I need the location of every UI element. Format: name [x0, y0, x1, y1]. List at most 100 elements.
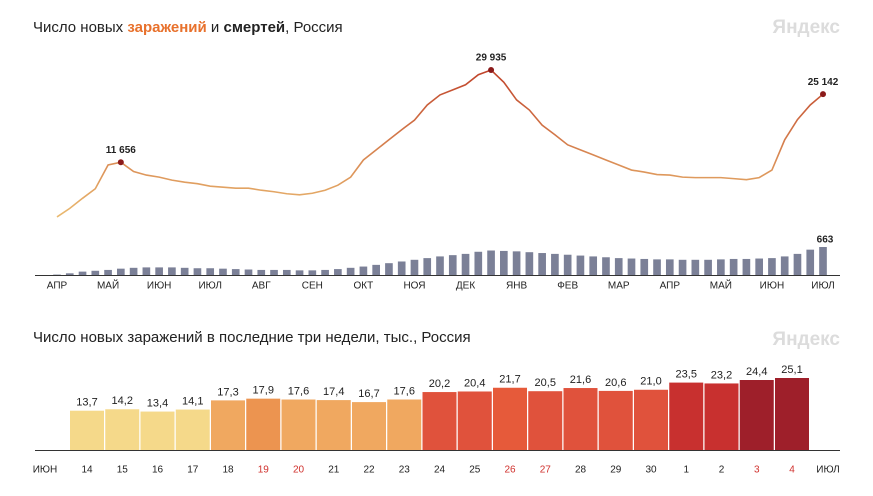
data-label: 21,0 [640, 376, 661, 388]
death-bar [308, 270, 317, 275]
data-label: 24,4 [746, 366, 767, 378]
data-label: 25 142 [808, 77, 839, 88]
x-tick-label: 17 [187, 465, 199, 476]
death-bar [525, 252, 534, 275]
x-tick-label: ИЮН [760, 281, 785, 292]
bar [387, 399, 422, 450]
death-bar [729, 258, 738, 275]
x-tick-label: НОЯ [403, 281, 425, 292]
x-tick-label: 30 [645, 465, 657, 476]
x-tick-label: СЕН [302, 281, 323, 292]
death-bar [206, 268, 215, 275]
bar [739, 380, 774, 450]
death-bar [219, 268, 227, 275]
x-tick-label: 28 [575, 465, 587, 476]
x-tick-label: АПР [47, 281, 68, 292]
x-tick-label: 2 [719, 465, 725, 476]
death-bar [627, 258, 636, 275]
x-tick-label: 1 [683, 465, 689, 476]
x-tick-label: 29 [610, 465, 622, 476]
death-bar [512, 251, 521, 275]
death-bar [474, 251, 483, 275]
x-tick-label: 19 [258, 465, 270, 476]
data-label: 13,7 [76, 397, 97, 409]
data-label: 16,7 [358, 388, 379, 400]
x-tick-label: ИЮН [33, 465, 58, 476]
death-bar [193, 268, 202, 275]
death-bar [142, 267, 151, 275]
death-bar [257, 269, 266, 275]
death-bar [704, 259, 712, 275]
death-bar [168, 267, 176, 275]
title-part: и [211, 19, 219, 36]
death-bar [91, 270, 100, 275]
death-bar [436, 256, 444, 275]
death-bar [691, 259, 700, 275]
bar [316, 400, 351, 450]
x-tick-label: ИЮЛ [198, 281, 221, 292]
death-bar [244, 269, 253, 275]
death-bar [806, 249, 815, 275]
bar [704, 383, 739, 450]
data-label: 14,2 [112, 395, 133, 407]
watermark: Яндекс [772, 329, 840, 350]
title-part: Число новых [33, 19, 124, 36]
chart-title: Число новых заражений и смертей, Россия [33, 19, 343, 36]
death-bar [563, 254, 572, 275]
death-bar [742, 258, 751, 275]
title-part: , Россия [285, 19, 343, 36]
death-bar [538, 253, 546, 275]
x-tick-label: 16 [152, 465, 164, 476]
data-label: 20,2 [429, 378, 450, 390]
data-label: 17,6 [394, 385, 415, 397]
death-bar [270, 269, 278, 275]
title-part: заражений [127, 19, 206, 36]
death-bar [117, 268, 125, 275]
death-bar [461, 253, 470, 275]
point [488, 67, 495, 73]
x-tick-label: 20 [293, 465, 305, 476]
bar [528, 391, 563, 450]
death-bar [768, 258, 776, 275]
x-tick-label: 21 [328, 465, 340, 476]
death-bar [448, 255, 457, 275]
death-bar [129, 267, 138, 275]
death-bar [755, 258, 763, 275]
bar [669, 382, 704, 450]
data-label: 29 935 [476, 53, 507, 64]
death-bar [397, 261, 406, 275]
death-bar [346, 267, 355, 275]
death-bar [614, 258, 623, 275]
death-bar [295, 270, 304, 275]
death-bar [487, 250, 495, 275]
death-bar [602, 257, 610, 275]
bar [634, 389, 668, 450]
death-bar [65, 273, 74, 275]
data-label: 17,9 [253, 385, 274, 397]
death-bar [334, 269, 342, 275]
data-label: 21,6 [570, 374, 591, 386]
bar [563, 388, 598, 450]
x-tick-label: 3 [754, 465, 760, 476]
x-tick-label: 27 [540, 465, 552, 476]
x-tick-label: АПР [660, 281, 681, 292]
death-bar [359, 266, 368, 275]
x-tick-label: 18 [222, 465, 234, 476]
death-bar [665, 259, 674, 275]
point [820, 91, 826, 98]
death-bar [410, 259, 419, 275]
death-bar [717, 259, 725, 275]
x-tick-label: АВГ [252, 281, 271, 292]
bar [175, 409, 210, 450]
death-bar [78, 271, 87, 275]
x-tick-label: МАЙ [97, 279, 119, 292]
x-tick-label: ДЕК [456, 281, 475, 292]
x-tick-label: ИЮЛ [811, 281, 834, 292]
bar [211, 400, 245, 450]
death-bar [104, 269, 112, 275]
data-label: 13,4 [147, 397, 168, 409]
line [56, 69, 824, 218]
data-label: 20,4 [464, 377, 485, 389]
data-label: 23,2 [711, 369, 732, 381]
